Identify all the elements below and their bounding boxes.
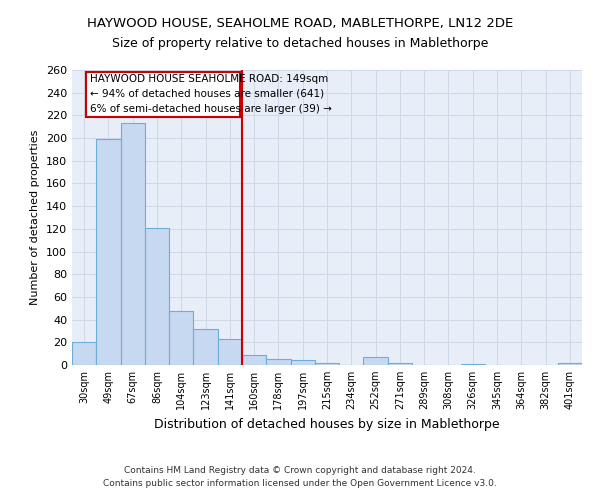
- Bar: [315, 362, 339, 365]
- Bar: [218, 339, 242, 365]
- Text: HAYWOOD HOUSE SEAHOLME ROAD: 149sqm
← 94% of detached houses are smaller (641)
6: HAYWOOD HOUSE SEAHOLME ROAD: 149sqm ← 94…: [90, 74, 332, 114]
- X-axis label: Distribution of detached houses by size in Mablethorpe: Distribution of detached houses by size …: [154, 418, 500, 430]
- Bar: [169, 310, 193, 365]
- FancyBboxPatch shape: [86, 72, 240, 117]
- Bar: [290, 360, 315, 365]
- Bar: [72, 342, 96, 365]
- Bar: [388, 362, 412, 365]
- Bar: [193, 328, 218, 365]
- Text: Contains HM Land Registry data © Crown copyright and database right 2024.
Contai: Contains HM Land Registry data © Crown c…: [103, 466, 497, 487]
- Bar: [242, 355, 266, 365]
- Text: Size of property relative to detached houses in Mablethorpe: Size of property relative to detached ho…: [112, 38, 488, 51]
- Bar: [558, 362, 582, 365]
- Y-axis label: Number of detached properties: Number of detached properties: [31, 130, 40, 305]
- Bar: [266, 360, 290, 365]
- Bar: [96, 139, 121, 365]
- Bar: [461, 364, 485, 365]
- Text: HAYWOOD HOUSE, SEAHOLME ROAD, MABLETHORPE, LN12 2DE: HAYWOOD HOUSE, SEAHOLME ROAD, MABLETHORP…: [87, 18, 513, 30]
- Bar: [145, 228, 169, 365]
- Bar: [121, 124, 145, 365]
- Bar: [364, 357, 388, 365]
